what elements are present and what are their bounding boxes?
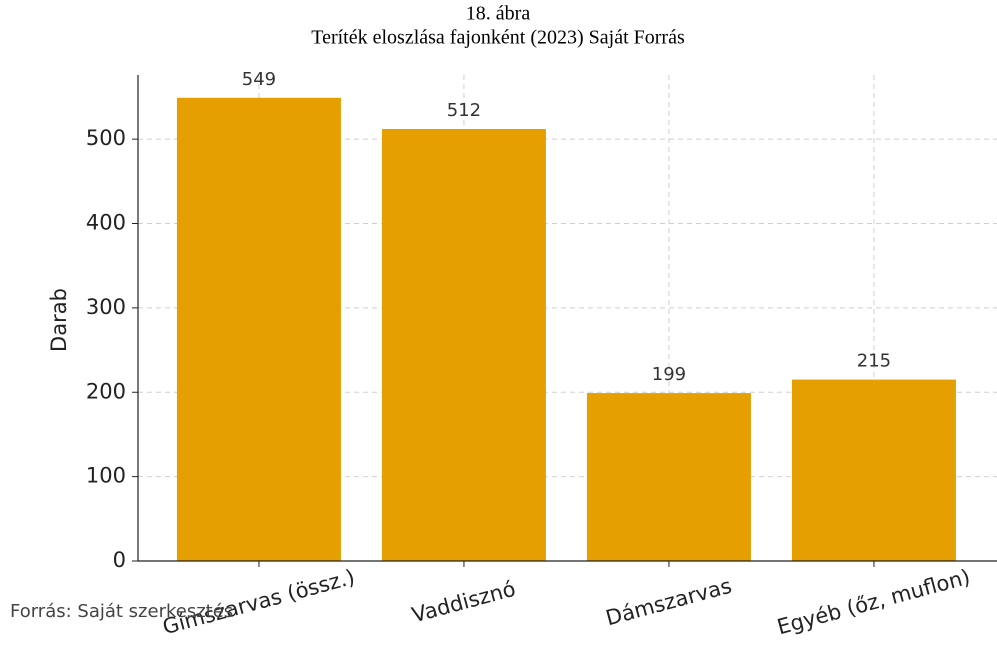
bar	[176, 97, 341, 561]
y-tick-label: 100	[86, 464, 126, 488]
x-tick-label: Dámszarvas	[603, 574, 734, 631]
y-tick-label: 400	[86, 211, 126, 235]
y-tick-label: 500	[86, 126, 126, 150]
value-label: 512	[447, 100, 481, 121]
value-label: 549	[242, 69, 276, 90]
y-tick-label: 300	[86, 295, 126, 319]
chart-title: Teríték eloszlása fajonként (2023) Saját…	[311, 27, 685, 49]
bar	[381, 129, 546, 561]
y-tick-label: 0	[113, 548, 126, 572]
y-tick-label: 200	[86, 379, 126, 403]
bar	[791, 379, 956, 561]
y-axis-label: Darab	[47, 288, 71, 352]
marks	[176, 97, 956, 561]
source-note: Forrás: Saját szerkesztés	[10, 601, 233, 622]
bar	[586, 393, 751, 561]
value-label: 215	[857, 351, 891, 372]
value-label: 199	[652, 364, 686, 385]
x-tick-label: Vaddisznó	[409, 577, 518, 628]
figure-label: 18. ábra	[466, 3, 531, 25]
x-tick-label: Egyéb (őz, muflon)	[775, 565, 973, 640]
